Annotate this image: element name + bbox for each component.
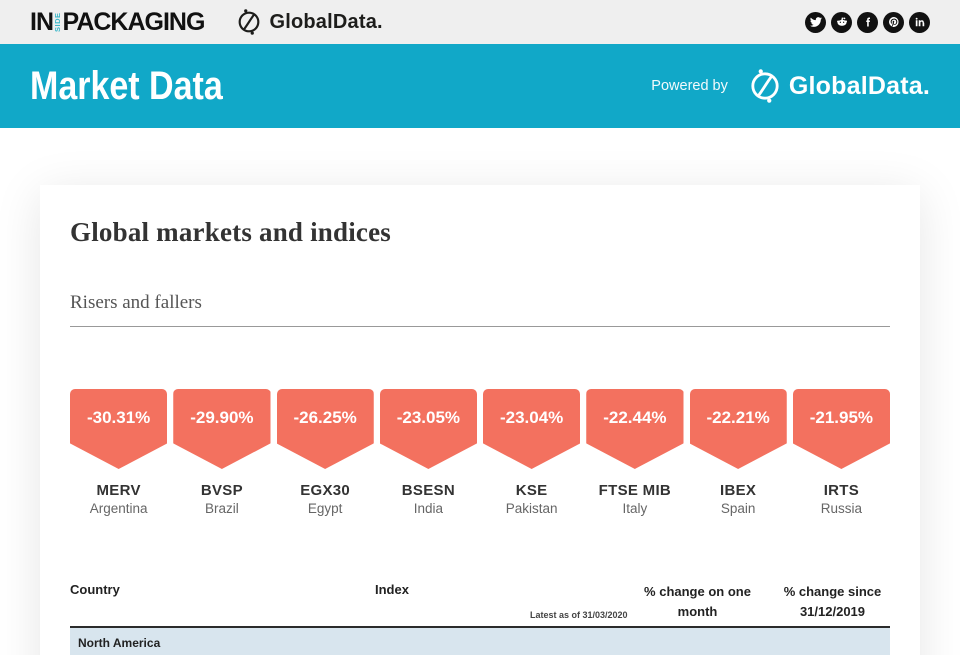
reddit-icon[interactable] — [831, 11, 852, 33]
faller-index-name: EGX30 — [300, 482, 351, 499]
faller-index-name: IRTS — [823, 482, 860, 499]
faller-country-name: Egypt — [307, 501, 343, 516]
column-header-country: Country — [70, 582, 120, 597]
faller-item: -26.25% EGX30 Egypt — [276, 389, 374, 516]
faller-change-badge: -30.31% — [70, 389, 168, 469]
faller-country-name: Russia — [820, 501, 862, 516]
table-header-row: Country Index Latest as of 31/03/2020 % … — [70, 576, 890, 626]
market-data-banner: Market Data Powered by GlobalData. — [0, 44, 960, 128]
section-heading: Global markets and indices — [70, 217, 391, 247]
table-section-row: North America — [70, 628, 890, 655]
faller-item: -23.04% KSE Pakistan — [483, 389, 581, 516]
faller-country-name: Pakistan — [505, 501, 558, 516]
faller-country-name: Italy — [622, 501, 648, 516]
globaldata-mark-icon — [239, 9, 260, 35]
risers-fallers-subheading: Risers and fallers — [70, 292, 202, 313]
table-section-label: North America — [78, 636, 161, 650]
faller-country-name: Argentina — [89, 501, 148, 516]
column-header-latest-date: Latest as of 31/03/2020 — [530, 610, 628, 620]
facebook-icon[interactable] — [857, 11, 878, 33]
globaldata-mark-icon — [751, 69, 779, 103]
faller-item: -22.21% IBEX Spain — [689, 389, 787, 516]
faller-change-badge: -23.04% — [483, 389, 581, 469]
powered-by-label: Powered by — [651, 78, 728, 94]
table-header-divider — [70, 626, 890, 628]
faller-item: -29.90% BVSP Brazil — [173, 389, 271, 516]
faller-change-badge: -21.95% — [792, 389, 890, 469]
faller-country-name: India — [413, 501, 444, 516]
faller-change-badge: -26.25% — [276, 389, 374, 469]
powered-by: Powered by GlobalData. — [651, 69, 930, 103]
brand-in-text: IN — [30, 7, 54, 36]
globaldata-logo[interactable]: GlobalData. — [236, 9, 383, 35]
faller-index-name: FTSE MIB — [598, 482, 672, 499]
brand-packaging-text: PACKAGING — [62, 7, 206, 36]
faller-country-name: Spain — [720, 501, 756, 516]
column-header-one-month: % change on one month — [644, 584, 751, 619]
markets-table: Country Index Latest as of 31/03/2020 % … — [70, 576, 890, 655]
faller-index-name: KSE — [515, 482, 548, 499]
globaldata-logo-text: GlobalData. — [269, 10, 383, 33]
faller-item: -22.44% FTSE MIB Italy — [586, 389, 684, 516]
brand-side-text: SIDE — [53, 12, 62, 32]
faller-item: -30.31% MERV Argentina — [70, 389, 168, 516]
risers-fallers-section: Risers and fallers — [70, 292, 890, 327]
faller-index-name: IBEX — [720, 482, 757, 499]
faller-country-name: Brazil — [204, 501, 239, 516]
subheading-divider — [70, 326, 890, 327]
globaldata-logo-text: GlobalData. — [788, 71, 930, 100]
social-links — [805, 11, 930, 33]
faller-index-name: BSESN — [401, 482, 455, 499]
faller-change-badge: -22.21% — [689, 389, 787, 469]
pinterest-icon[interactable] — [883, 11, 904, 33]
column-header-index: Index — [375, 582, 409, 597]
market-data-card: Global markets and indices Risers and fa… — [40, 185, 920, 655]
faller-change-badge: -29.90% — [173, 389, 271, 469]
faller-index-name: BVSP — [200, 482, 243, 499]
page-title: Market Data — [30, 63, 223, 108]
faller-item: -21.95% IRTS Russia — [792, 389, 890, 516]
twitter-icon[interactable] — [805, 11, 826, 33]
linkedin-icon[interactable] — [909, 11, 930, 33]
column-header-since: % change since 31/12/2019 — [783, 584, 882, 619]
globaldata-logo-banner[interactable]: GlobalData. — [748, 69, 930, 103]
topbar: IN SIDE PACKAGING GlobalData. — [0, 0, 960, 44]
faller-item: -23.05% BSESN India — [379, 389, 477, 516]
faller-index-name: MERV — [96, 482, 141, 499]
faller-change-badge: -22.44% — [586, 389, 684, 469]
faller-change-badge: -23.05% — [379, 389, 477, 469]
fallers-strip: -30.31% MERV Argentina -29.90% BVSP Braz… — [70, 389, 890, 516]
inside-packaging-logo[interactable]: IN SIDE PACKAGING — [30, 7, 206, 37]
